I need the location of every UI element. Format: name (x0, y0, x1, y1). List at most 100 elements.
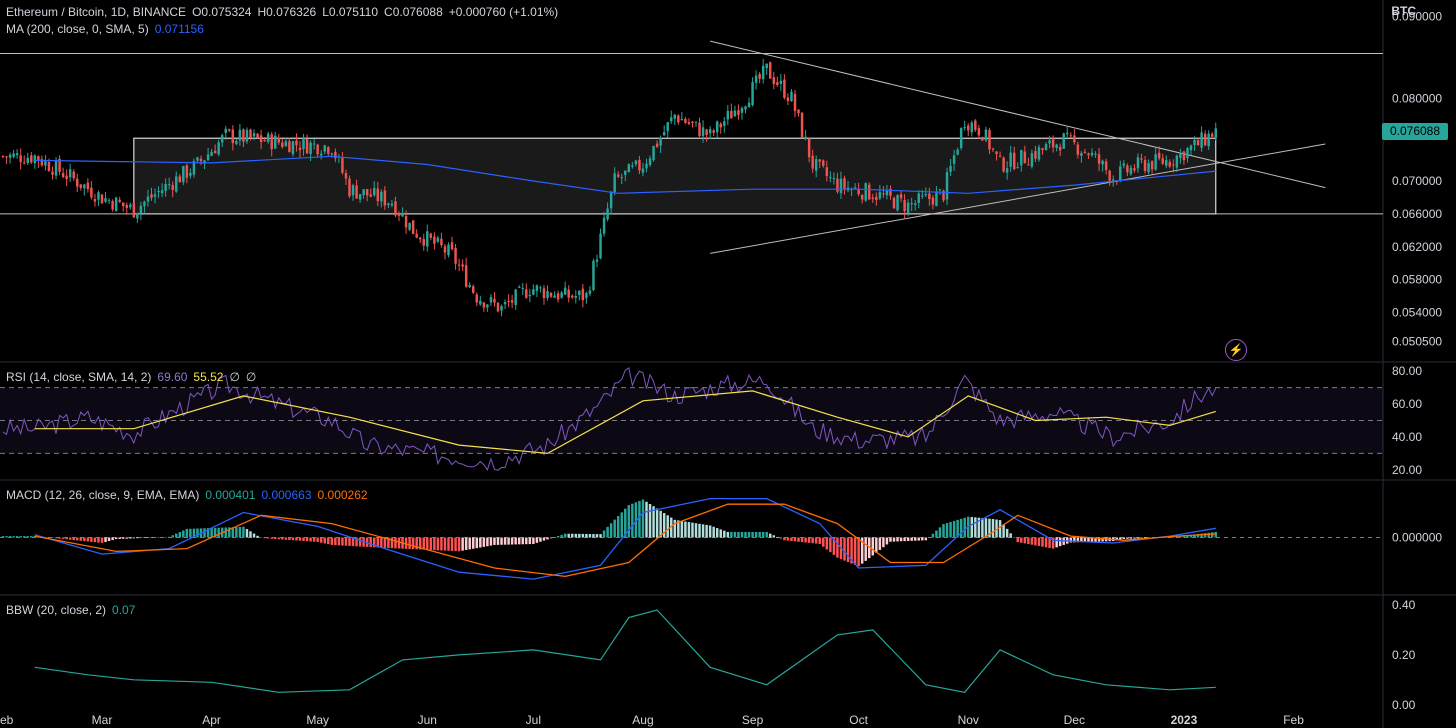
macd-histogram-bar (157, 537, 160, 538)
macd-histogram-bar (327, 537, 330, 545)
candle-body (726, 110, 730, 120)
macd-histogram-bar (408, 537, 411, 549)
macd-histogram-bar (171, 535, 174, 538)
macd-histogram-bar (245, 529, 249, 538)
candle-body (921, 195, 924, 197)
macd-histogram-bar (373, 537, 376, 548)
macd-histogram-bar (302, 537, 305, 541)
price-tick-label: 0.066000 (1392, 207, 1442, 221)
macd-histogram-bar (8, 536, 12, 538)
macd-histogram-bar (931, 533, 935, 538)
macd-histogram-bar (47, 537, 51, 538)
candle-body (571, 295, 574, 298)
candle-body (1034, 151, 1037, 159)
macd-histogram-bar (634, 502, 638, 538)
ma-label: MA (200, close, 0, SMA, 5) (6, 22, 149, 36)
candle-body (210, 151, 213, 156)
candle-body (684, 118, 687, 123)
macd-histogram-bar (903, 537, 906, 542)
macd-histogram-bar (312, 537, 316, 542)
candle-body (1136, 157, 1140, 169)
macd-histogram-bar (655, 508, 659, 538)
macd-histogram-bar (599, 534, 602, 538)
candle-body (620, 177, 623, 179)
candle-body (429, 233, 433, 238)
change-value: +0.000760 (+1.01%) (448, 5, 559, 19)
candle-body (694, 121, 698, 123)
macd-histogram-bar (1214, 531, 1217, 538)
macd-histogram-bar (977, 517, 981, 538)
candle-body (1020, 149, 1023, 166)
macd-histogram-bar (783, 537, 786, 541)
macd-histogram-bar (1140, 537, 1143, 539)
macd-histogram-bar (790, 537, 793, 542)
main-legend: Ethereum / Bitcoin, 1D, BINANCE O0.075324… (6, 5, 564, 19)
macd-histogram-bar (426, 537, 429, 550)
macd-histogram-bar (560, 534, 563, 538)
candle-body (956, 149, 959, 155)
candle-body (1066, 132, 1069, 135)
candle-body (1133, 168, 1136, 171)
macd-histogram-bar (178, 532, 182, 538)
candle-body (1055, 144, 1058, 149)
candle-body (51, 171, 54, 175)
macd-histogram-bar (797, 537, 800, 542)
candle-body (624, 170, 627, 175)
candle-body (942, 190, 945, 201)
candle-body (723, 121, 726, 126)
candle-body (525, 289, 528, 298)
candle-body (910, 203, 913, 205)
candle-body (482, 302, 486, 308)
macd-histogram-bar (486, 537, 489, 547)
candle-body (1087, 153, 1090, 156)
macd-histogram-bar (475, 537, 479, 549)
macd-histogram-bar (906, 537, 910, 542)
candle-body (613, 173, 616, 193)
macd-histogram-bar (443, 537, 447, 551)
macd-histogram-bar (1094, 537, 1097, 542)
candle-body (1168, 161, 1172, 167)
macd-histogram-bar (659, 510, 662, 538)
candle-body (235, 141, 238, 144)
macd-histogram-bar (1069, 537, 1073, 543)
candle-body (549, 292, 553, 297)
macd-histogram-bar (585, 533, 588, 538)
candle-body (189, 173, 192, 176)
macd-histogram-bar (510, 537, 514, 545)
macd-histogram-bar (1143, 537, 1147, 539)
macd-histogram-bar (1083, 537, 1087, 543)
macd-histogram-bar (1012, 537, 1016, 538)
candle-body (655, 143, 659, 147)
candle-body (670, 117, 673, 122)
price-tick-label: 0.050500 (1392, 334, 1442, 348)
low-value: L0.075110 (322, 5, 379, 19)
candle-body (1097, 154, 1101, 164)
macd-histogram-bar (5, 536, 8, 538)
macd-histogram-bar (1203, 533, 1207, 538)
candle-body (913, 203, 917, 206)
time-tick-label: Mar (92, 713, 113, 727)
candle-body (938, 189, 942, 191)
candle-body (397, 213, 401, 216)
macd-histogram-bar (677, 520, 680, 538)
candle-body (351, 185, 355, 196)
macd-value: 0.000663 (261, 488, 312, 502)
macd-histogram-bar (274, 537, 277, 540)
candle-body (952, 155, 956, 164)
lightning-icon[interactable]: ⚡ (1225, 339, 1247, 361)
macd-histogram-bar (65, 537, 68, 540)
candle-body (1058, 146, 1062, 151)
candle-body (677, 115, 680, 123)
rsi-tick-label: 40.00 (1392, 430, 1422, 444)
macd-histogram-bar (581, 533, 585, 538)
macd-histogram-bar (118, 537, 121, 539)
candle-body (906, 202, 910, 214)
candle-body (213, 150, 217, 154)
candle-body (418, 237, 422, 240)
candle-body (362, 189, 365, 196)
candle-body (1200, 132, 1203, 148)
candle-body (1143, 159, 1147, 171)
candle-body (76, 178, 79, 187)
macd-histogram-bar (150, 537, 153, 538)
